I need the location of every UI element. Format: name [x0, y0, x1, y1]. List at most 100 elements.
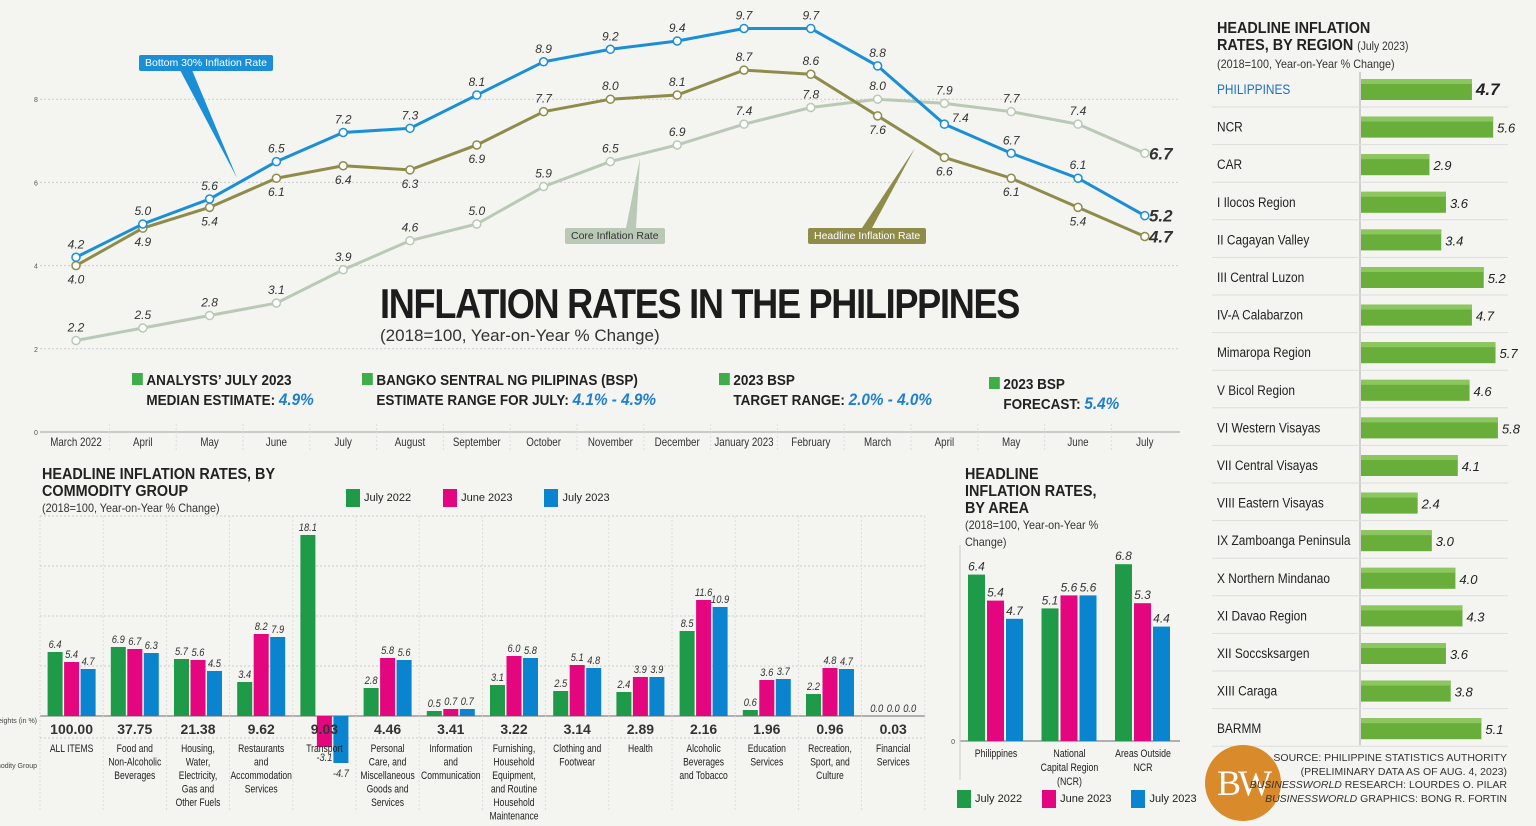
legend-core-callout: Core Inflation Rate	[565, 228, 665, 244]
bar-value-label: 4.8	[587, 655, 600, 667]
x-tick-label: November	[588, 436, 633, 449]
data-label: 6.7	[1149, 144, 1174, 163]
bar-july-2023	[143, 653, 159, 716]
data-label: 6.4	[335, 173, 352, 187]
bar-july-2023	[270, 637, 286, 716]
data-label: 5.9	[535, 167, 552, 181]
data-label: 9.4	[669, 21, 686, 35]
bar-value-label: 3.9	[650, 664, 663, 676]
region-value-label: 2.9	[1432, 158, 1451, 173]
data-label: 6.9	[468, 152, 485, 166]
bar-july-2022	[1115, 564, 1132, 741]
y-tick-label: 0	[34, 430, 38, 437]
weights-label: Weights (in %)	[0, 718, 37, 725]
bar-value-label: 5.6	[398, 647, 411, 659]
data-label: 8.0	[602, 79, 619, 93]
region-value-label: 4.3	[1466, 609, 1485, 624]
category-label: Restaurants	[238, 743, 284, 755]
legend-headline-callout: Headline Inflation Rate	[808, 228, 927, 244]
region-value-label: 3.4	[1445, 233, 1463, 248]
data-point	[538, 57, 549, 67]
bar-june-2023	[506, 656, 522, 716]
region-bar-highlight	[1361, 492, 1418, 498]
data-point	[71, 252, 81, 263]
region-label: I Ilocos Region	[1217, 194, 1296, 210]
data-point	[538, 106, 549, 117]
bar-june-2023	[759, 680, 775, 716]
region-bar	[1361, 116, 1494, 138]
y-tick-label: 6	[34, 180, 38, 187]
data-label: 3.9	[335, 250, 352, 264]
data-label: 7.8	[802, 88, 819, 102]
legend-swatch-july2023	[544, 489, 559, 507]
bar-july-2022	[174, 659, 189, 716]
data-point	[138, 323, 148, 333]
bar-value-label: 5.6	[1061, 580, 1078, 594]
category-label: Food and	[117, 743, 153, 755]
region-bar-highlight	[1361, 267, 1484, 272]
bar-value-label: 5.4	[65, 649, 78, 661]
data-label: 7.4	[1070, 104, 1087, 118]
weight-value: 2.89	[627, 721, 654, 737]
data-point	[872, 61, 883, 71]
data-label: 6.7	[1003, 133, 1021, 147]
region-value-label: 5.7	[1500, 346, 1519, 361]
region-bar	[1361, 379, 1470, 401]
bar-june-2023	[190, 660, 206, 716]
data-label: 3.1	[268, 283, 285, 297]
region-bar	[1361, 605, 1463, 627]
bar-july-2023	[80, 669, 96, 716]
bar-value-label: 5.1	[1042, 593, 1059, 607]
data-label: 6.5	[268, 142, 285, 156]
stat-analysts-median: ANALYSTS’ JULY 2023 MEDIAN ESTIMATE: 4.9…	[132, 371, 314, 410]
region-bar-highlight	[1361, 680, 1451, 686]
bar-july-2022	[300, 535, 316, 716]
data-label: 8.8	[869, 46, 886, 60]
bar-value-label: 6.9	[112, 634, 125, 646]
region-label: II Cagayan Valley	[1217, 231, 1310, 247]
category-label: Household	[493, 757, 534, 769]
x-tick-label: June	[1067, 436, 1088, 449]
data-label: 6.6	[936, 164, 953, 178]
data-label: 6.5	[602, 142, 619, 156]
category-label: and	[444, 757, 458, 769]
callout-pointer	[626, 158, 640, 228]
category-label: (NCR)	[1057, 776, 1082, 788]
x-tick-label: July	[1136, 436, 1154, 449]
data-label: 9.2	[602, 29, 619, 43]
data-point	[71, 260, 81, 271]
weight-value: 0.96	[816, 721, 843, 737]
region-bar-highlight	[1361, 567, 1456, 573]
data-point	[939, 98, 950, 109]
y-tick-label: 0	[951, 739, 955, 746]
green-square-icon	[989, 377, 1000, 389]
data-label: 4.7	[1148, 227, 1174, 246]
category-label: Education	[748, 743, 786, 755]
data-label: 2.2	[67, 320, 85, 334]
region-bar-highlight	[1361, 643, 1446, 648]
bar-value-label: 6.4	[968, 560, 985, 574]
bar-july-2022	[1041, 608, 1059, 741]
data-point	[138, 219, 148, 229]
x-tick-label: April	[935, 436, 955, 449]
data-point	[806, 102, 816, 113]
data-label: 9.7	[736, 8, 754, 22]
bar-value-label: 5.3	[1134, 588, 1151, 602]
region-bar-highlight	[1361, 417, 1498, 423]
data-point	[605, 44, 616, 55]
bar-value-label: 5.4	[987, 586, 1004, 600]
bar-value-label: 5.1	[571, 652, 584, 664]
data-label: 7.4	[736, 104, 753, 118]
stat-bsp-target: 2023 BSP TARGET RANGE: 2.0% - 4.0%	[719, 371, 932, 410]
data-point	[739, 23, 749, 34]
bar-july-2023	[649, 677, 665, 716]
data-label: 4.2	[68, 237, 85, 251]
stat-bsp-estimate: BANGKO SENTRAL NG PILIPINAS (BSP) ESTIMA…	[362, 371, 656, 410]
region-value-label: 3.8	[1455, 685, 1474, 700]
bar-value-label: 3.7	[777, 666, 790, 678]
data-point	[605, 94, 616, 104]
x-tick-label: July	[335, 436, 353, 449]
data-label: 6.1	[1070, 158, 1087, 172]
category-label: Footwear	[559, 757, 595, 769]
data-point	[739, 119, 749, 129]
